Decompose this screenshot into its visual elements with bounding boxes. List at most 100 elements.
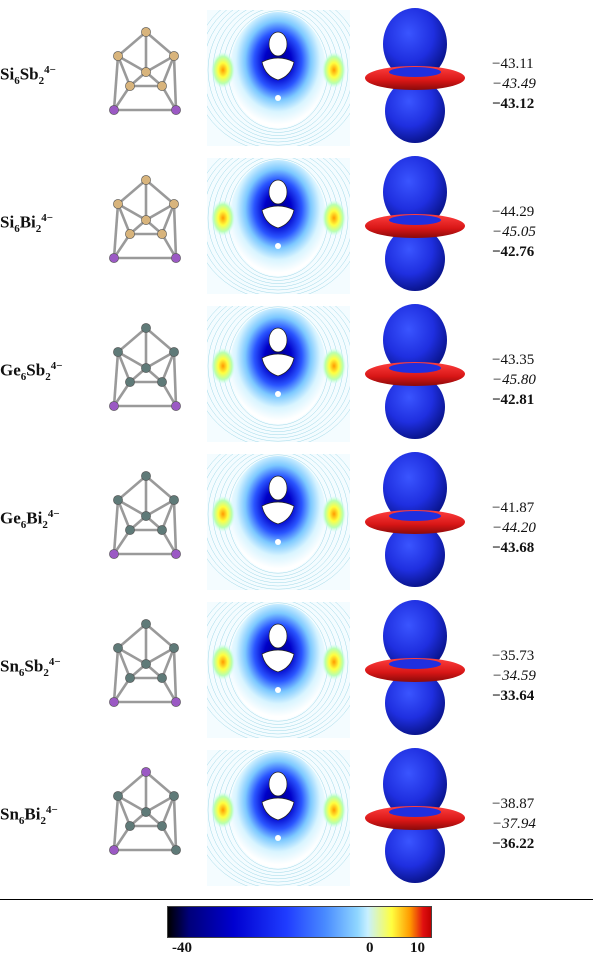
contour-line bbox=[207, 158, 349, 291]
deshielding-lobe bbox=[322, 348, 346, 384]
atom bbox=[169, 495, 179, 505]
cluster-row: Ge6Bi24− −41.87 −44.20 −43.68 bbox=[0, 446, 593, 594]
atom bbox=[141, 27, 151, 37]
cluster-cross-section bbox=[275, 95, 281, 101]
atom bbox=[113, 347, 123, 357]
nics-value: −43.35 bbox=[492, 352, 535, 368]
atom bbox=[157, 229, 167, 239]
bond bbox=[116, 499, 132, 531]
formula-part: 2 bbox=[38, 75, 45, 88]
nics-value: −35.73 bbox=[492, 648, 535, 664]
bond bbox=[172, 351, 178, 407]
bond bbox=[117, 771, 147, 797]
contour-line bbox=[207, 306, 350, 442]
formula-part: Sb bbox=[24, 656, 44, 676]
contour-line bbox=[207, 158, 350, 294]
atom bbox=[157, 377, 167, 387]
bond bbox=[160, 55, 176, 87]
contour-line bbox=[207, 750, 349, 883]
shielding-contour-map bbox=[207, 10, 350, 146]
cluster-cross-section bbox=[275, 539, 281, 545]
formula-part: Sn bbox=[0, 656, 19, 676]
ring-gap bbox=[389, 807, 441, 817]
cluster-row: Si6Bi24− −44.29 −45.05 −42.76 bbox=[0, 150, 593, 298]
atom bbox=[141, 659, 151, 669]
cluster-cross-section bbox=[275, 687, 281, 693]
atom bbox=[141, 767, 151, 777]
bond bbox=[145, 794, 175, 814]
cluster-structure bbox=[109, 27, 181, 115]
formula-part: 2 bbox=[43, 667, 49, 680]
bond bbox=[116, 647, 132, 679]
nics-values: −38.87 −37.94 −36.22 bbox=[492, 794, 592, 854]
bond bbox=[117, 498, 147, 518]
ring-gap bbox=[389, 363, 441, 373]
nics-values: −41.87 −44.20 −43.68 bbox=[492, 498, 592, 558]
formula-part: Bi bbox=[19, 212, 36, 232]
bond bbox=[145, 475, 175, 501]
bond bbox=[117, 794, 147, 814]
bond bbox=[145, 646, 175, 666]
bond bbox=[145, 498, 175, 518]
shielding-contour-map bbox=[207, 306, 350, 442]
shielding-lobe-bottom bbox=[385, 523, 445, 587]
bond bbox=[160, 351, 176, 383]
formula-part: 6 bbox=[20, 519, 27, 532]
nics-values: −44.29 −45.05 −42.76 bbox=[492, 202, 592, 262]
bond bbox=[116, 203, 132, 235]
atom bbox=[141, 363, 151, 373]
shielding-lobe-bottom bbox=[385, 671, 445, 735]
formula-part: 6 bbox=[18, 667, 25, 680]
shielding-lobe-bottom bbox=[385, 227, 445, 291]
cluster-row: Sn6Bi24− −38.87 −37.94 −36.22 bbox=[0, 742, 593, 890]
formula-part: Bi bbox=[26, 508, 43, 528]
atom bbox=[125, 377, 135, 387]
cluster-cross-section bbox=[261, 205, 295, 229]
nics-value: −44.20 bbox=[492, 520, 536, 536]
nics-value: −43.11 bbox=[492, 56, 534, 72]
bond bbox=[145, 31, 175, 57]
nics-value: −41.87 bbox=[492, 500, 535, 516]
bond bbox=[112, 203, 120, 259]
contour-line bbox=[207, 306, 349, 439]
atom bbox=[141, 511, 151, 521]
atom bbox=[113, 495, 123, 505]
formula-part: Si bbox=[0, 212, 15, 232]
cluster-structure bbox=[109, 619, 181, 707]
nics-value: −37.94 bbox=[492, 816, 536, 832]
atom bbox=[169, 643, 179, 653]
formula-part: 4− bbox=[48, 656, 61, 668]
atom bbox=[125, 525, 135, 535]
atom bbox=[125, 821, 135, 831]
atom bbox=[141, 323, 151, 333]
nics-value: −45.05 bbox=[492, 224, 536, 240]
cluster-row: Si6Sb24− −43.11 −43.49 −43.12 bbox=[0, 2, 593, 150]
contour-line bbox=[207, 454, 350, 590]
deshielding-lobe bbox=[211, 644, 235, 680]
shielding-lobe-top bbox=[383, 748, 447, 820]
cluster-formula: Si6Bi24− bbox=[0, 212, 100, 235]
shielding-lobe-top bbox=[383, 156, 447, 228]
atom bbox=[157, 81, 167, 91]
bond bbox=[145, 350, 175, 370]
shielding-contour-map bbox=[207, 158, 350, 294]
atom bbox=[141, 67, 151, 77]
nics-values: −43.11 −43.49 −43.12 bbox=[492, 54, 592, 114]
bond bbox=[145, 179, 175, 205]
atom bbox=[157, 673, 167, 683]
cluster-cross-section bbox=[261, 57, 295, 81]
atom bbox=[109, 105, 119, 115]
shielding-contour-map bbox=[207, 750, 350, 886]
bond bbox=[172, 203, 178, 259]
nics-values: −43.35 −45.80 −42.81 bbox=[492, 350, 592, 410]
bond bbox=[172, 499, 178, 555]
bond bbox=[160, 795, 176, 827]
deshielding-lobe bbox=[322, 200, 346, 236]
atom bbox=[125, 229, 135, 239]
cluster-structure bbox=[109, 767, 181, 855]
cluster-structure bbox=[109, 323, 181, 411]
cluster-cross-section bbox=[268, 179, 288, 205]
bond bbox=[117, 646, 147, 666]
bond bbox=[145, 327, 175, 353]
atom bbox=[141, 619, 151, 629]
